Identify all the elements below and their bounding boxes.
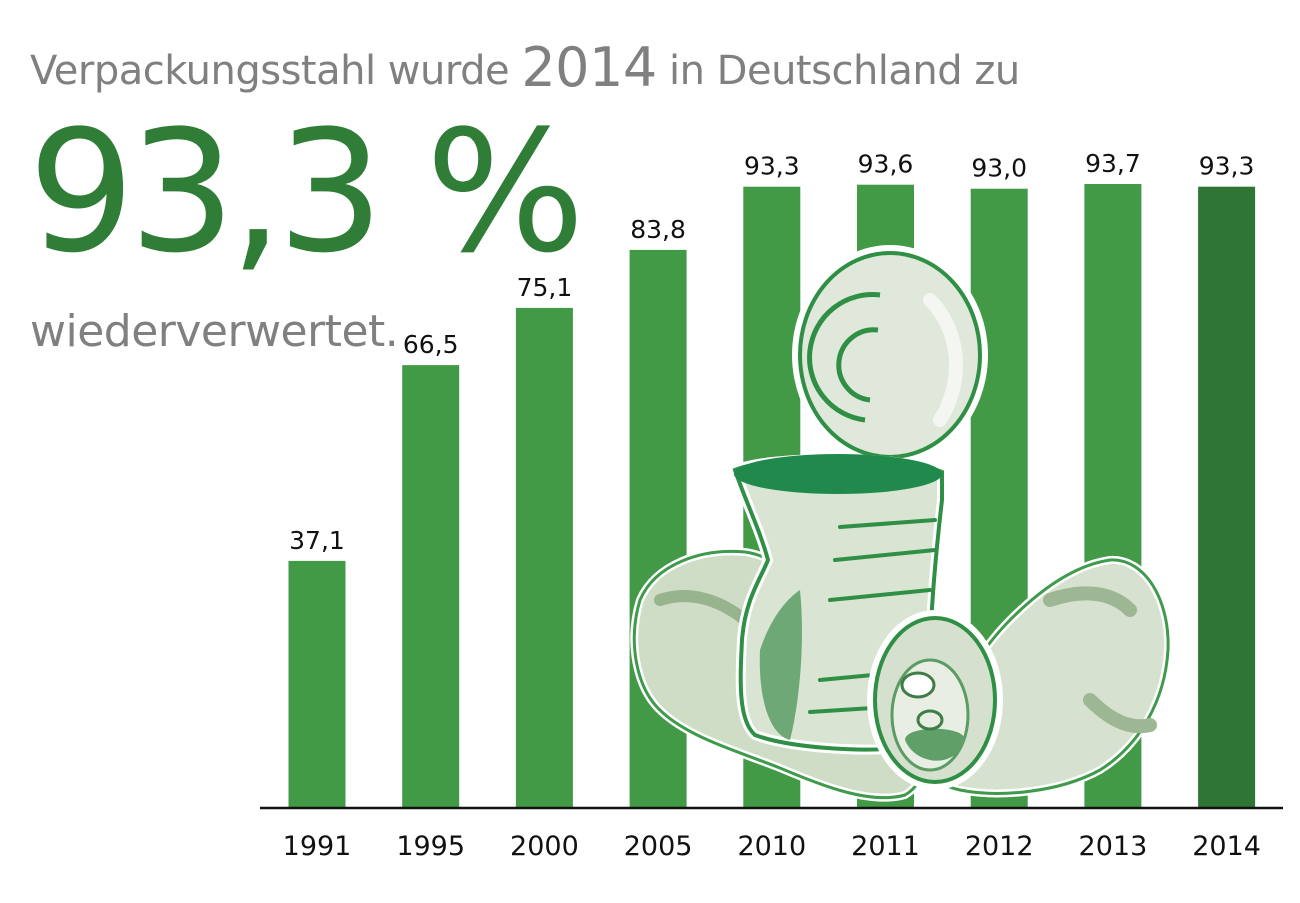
x-tick-labels-group: 1991 1995 2000 2005 2010 2011 2012 2013 2014 <box>283 831 1261 862</box>
can-lid-ring-outer <box>807 292 881 423</box>
value-label-2011: 93,6 <box>858 150 914 179</box>
can-lid-ring-inner <box>836 327 879 403</box>
value-label-2010: 93,3 <box>744 152 800 181</box>
x-tick-2011: 2011 <box>851 831 920 862</box>
bar-1991 <box>288 560 346 808</box>
x-tick-2000: 2000 <box>510 831 579 862</box>
standing-can-ribs <box>808 518 937 714</box>
bar-2014 <box>1198 186 1256 808</box>
x-tick-1995: 1995 <box>396 831 465 862</box>
x-tick-2013: 2013 <box>1079 831 1148 862</box>
x-tick-2010: 2010 <box>737 831 806 862</box>
x-tick-2012: 2012 <box>965 831 1034 862</box>
headline-suffix: in Deutschland zu <box>668 48 1020 94</box>
value-label-1991: 37,1 <box>289 526 345 555</box>
headline-year: 2014 <box>521 36 657 99</box>
x-tick-2005: 2005 <box>624 831 693 862</box>
front-can-opening <box>905 728 965 761</box>
standing-can-shadow <box>759 590 802 740</box>
headline: Verpackungsstahl wurde 2014 in Deutschla… <box>30 34 1020 99</box>
value-label-2014: 93,3 <box>1199 152 1255 181</box>
value-label-2005: 83,8 <box>630 215 686 244</box>
value-label-1995: 66,5 <box>403 330 459 359</box>
x-tick-1991: 1991 <box>283 831 352 862</box>
bar-2000 <box>515 307 573 808</box>
crushed-can-right-shadow <box>1043 586 1157 734</box>
can-lid-highlight <box>923 293 963 427</box>
x-tick-2014: 2014 <box>1192 831 1261 862</box>
pull-tab-rivet <box>916 709 944 731</box>
value-labels-group: 37,1 66,5 75,1 83,8 93,3 93,6 93,0 93,7 93,3 <box>289 149 1254 555</box>
bar-1995 <box>402 365 460 808</box>
highlight-value: 93,3 % <box>28 94 585 290</box>
standing-can-rim <box>734 454 942 494</box>
headline-prefix: Verpackungsstahl wurde <box>30 48 510 94</box>
value-label-2013: 93,7 <box>1085 149 1141 178</box>
value-label-2000: 75,1 <box>517 273 573 302</box>
value-label-2012: 93,0 <box>971 154 1027 183</box>
pull-tab-icon <box>900 671 936 699</box>
crushed-cans-illustration <box>630 245 1173 802</box>
subline: wiederverwertet. <box>30 306 399 357</box>
